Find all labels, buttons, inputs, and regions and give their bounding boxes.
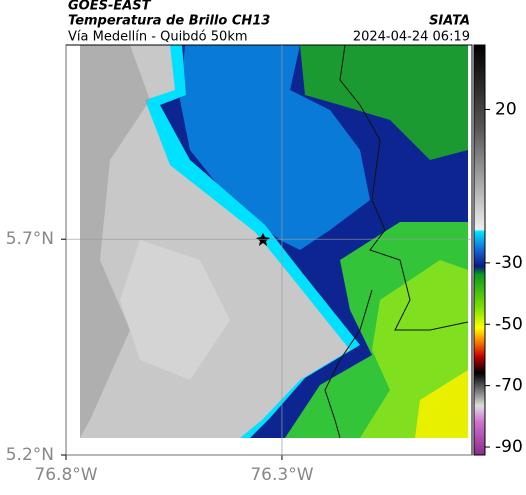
x-tick-label: 76.8°W	[34, 465, 97, 485]
colorbar-label: 20	[495, 99, 517, 119]
x-tick-label: 76.3°W	[250, 465, 313, 485]
colorbar-label: -90	[495, 437, 523, 457]
y-tick-label: 5.2°N	[6, 445, 54, 465]
title: GOES-EAST	[68, 0, 152, 14]
timestamp: 2024-04-24 06:19	[353, 30, 470, 45]
subtitle: Temperatura de Brillo CH13	[68, 14, 270, 29]
colorbar-label: -30	[495, 253, 523, 273]
y-tick-label: 5.7°N	[6, 229, 54, 249]
source: SIATA	[429, 14, 470, 29]
colorbar-label: -50	[495, 314, 523, 334]
colorbar	[473, 44, 486, 456]
route: Vía Medellín - Quibdó 50km	[68, 30, 248, 45]
satellite-image	[80, 44, 469, 439]
colorbar-label: -70	[495, 376, 523, 396]
